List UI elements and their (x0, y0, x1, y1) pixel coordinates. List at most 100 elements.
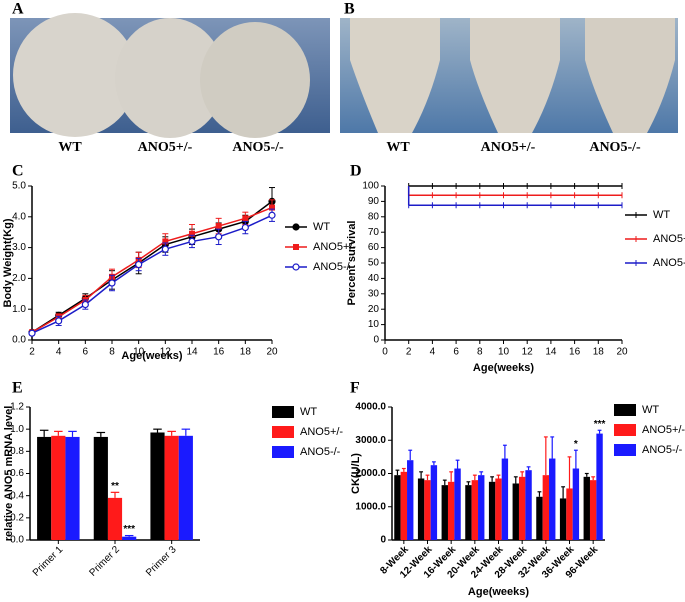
point (108, 279, 116, 287)
panel-label: B (344, 1, 355, 18)
y-tick-label: 1.0 (10, 424, 24, 435)
point (162, 238, 169, 245)
y-tick-label: 20 (368, 304, 380, 315)
x-tick-label: 2 (406, 347, 412, 358)
y-tick-label: 0.4 (10, 490, 24, 501)
significance: * (574, 439, 578, 450)
x-axis-label: Age(weeks) (468, 586, 529, 598)
y-tick-label: 90 (368, 196, 380, 207)
point (241, 223, 249, 232)
point (268, 211, 276, 219)
legend-marker (292, 263, 300, 271)
bar (495, 478, 502, 540)
x-tick-label: 10 (133, 347, 145, 358)
legend-label: ANO5+/- (642, 424, 685, 436)
x-tick-label: 12 (160, 347, 172, 358)
x-axis-label: Age(weeks) (121, 350, 182, 362)
panel-label: C (12, 163, 24, 180)
bar (394, 475, 401, 540)
panel-label: D (350, 163, 362, 180)
legend-swatch (272, 406, 294, 418)
bar (566, 488, 573, 540)
legend-label: ANO5-/- (642, 444, 683, 456)
x-tick-label: 20 (616, 347, 628, 358)
y-tick-label: 1000.0 (355, 501, 386, 512)
legend-label: WT (313, 221, 330, 233)
bar (424, 480, 431, 540)
y-axis-label: Body Weight(Kg) (2, 218, 14, 307)
bar (471, 480, 479, 540)
y-tick-label: 3000.0 (355, 435, 386, 446)
point (242, 215, 249, 222)
significance: *** (123, 524, 135, 535)
x-tick-label: 4 (430, 347, 436, 358)
legend-label: ANO5-/- (313, 261, 354, 273)
x-tick-label: 16 (569, 347, 581, 358)
caption: ANO5+/- (481, 140, 536, 155)
bar (178, 435, 193, 540)
panel-label: A (12, 1, 24, 18)
bar (454, 468, 461, 540)
legend-label: WT (653, 209, 670, 221)
x-tick-label: Primer 2 (87, 544, 122, 579)
significance: *** (594, 419, 606, 430)
bar (542, 475, 550, 540)
point (55, 317, 63, 325)
y-tick-label: 0.0 (10, 535, 24, 546)
caption: WT (58, 140, 82, 155)
panel-label: E (12, 380, 23, 397)
y-tick-label: 30 (368, 288, 380, 299)
legend-marker (292, 223, 300, 231)
y-tick-label: 100 (362, 181, 379, 192)
y-tick-label: 0.0 (12, 335, 26, 346)
x-tick-label: 14 (186, 347, 198, 358)
panel-label: F (350, 380, 360, 397)
x-tick-label: 10 (498, 347, 510, 358)
bar (65, 436, 80, 540)
bar (465, 485, 472, 540)
bar (572, 468, 580, 540)
y-tick-label: 0 (380, 535, 386, 546)
point (269, 204, 275, 211)
legend-swatch (272, 426, 294, 438)
legend-label: ANO5+/- (313, 241, 356, 253)
y-tick-label: 0.2 (10, 512, 24, 523)
point (28, 329, 36, 337)
bar (164, 435, 179, 540)
x-tick-label: 20 (266, 347, 278, 358)
bar (518, 476, 526, 540)
x-tick-label: 14 (545, 347, 557, 358)
legend-swatch (272, 446, 294, 458)
bar (488, 481, 496, 540)
point (81, 300, 89, 309)
y-tick-label: 0 (373, 335, 379, 346)
point (161, 245, 169, 253)
point (215, 223, 222, 230)
point (189, 230, 195, 237)
point (135, 260, 143, 269)
x-tick-label: 8 (477, 347, 483, 358)
y-tick-label: 3.0 (12, 242, 26, 253)
y-tick-label: 1.2 (10, 402, 24, 413)
y-tick-label: 0.6 (10, 468, 24, 479)
x-tick-label: 18 (240, 347, 252, 358)
y-axis-label: CK(U/L) (350, 453, 362, 494)
legend-label: ANO5-/- (653, 257, 685, 269)
x-tick-label: 16 (213, 347, 225, 358)
caption: ANO5-/- (232, 140, 284, 155)
series-line (31, 200, 273, 333)
y-tick-label: 2.0 (12, 273, 26, 284)
y-axis-label: relative ANO5 mRNA level (3, 406, 15, 542)
y-tick-label: 10 (368, 319, 380, 330)
legend-label: ANO5+/- (653, 233, 685, 245)
bar (417, 478, 425, 540)
x-tick-label: 4 (56, 347, 62, 358)
legend-swatch (614, 424, 636, 436)
x-axis-label: Age(weeks) (473, 362, 534, 374)
x-tick-label: 12 (522, 347, 534, 358)
y-tick-label: 80 (368, 211, 380, 222)
legend-label: ANO5-/- (300, 446, 341, 458)
bar (93, 436, 108, 540)
y-tick-label: 60 (368, 242, 380, 253)
